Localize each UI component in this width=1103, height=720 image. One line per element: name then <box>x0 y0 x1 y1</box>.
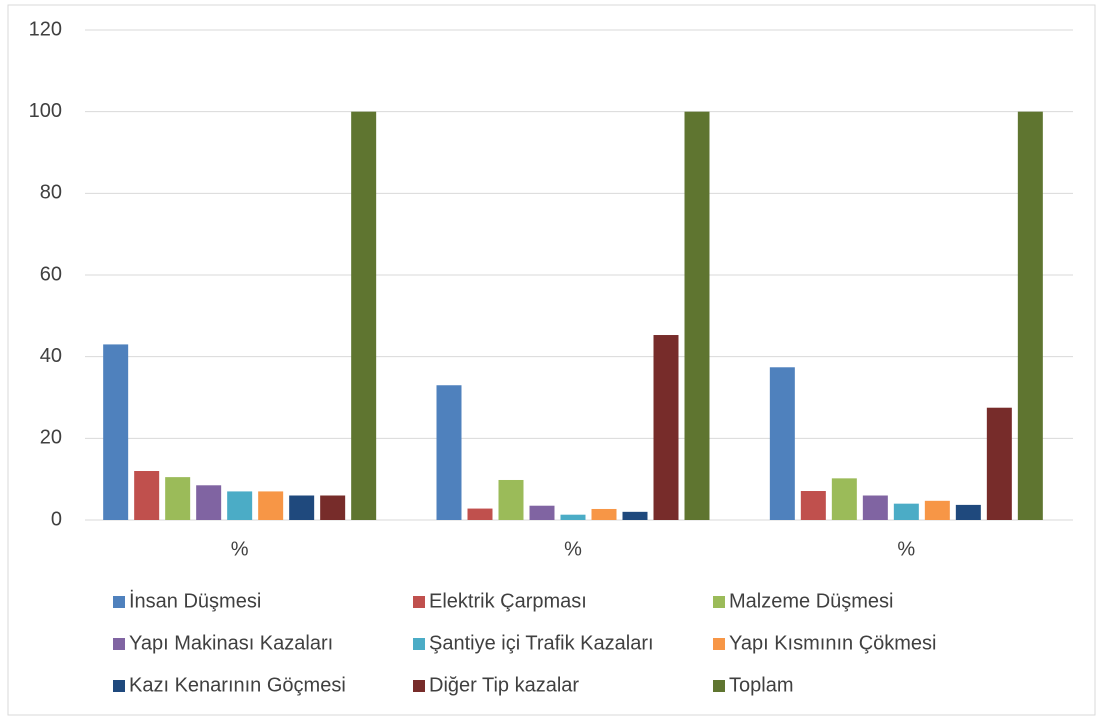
legend-label: Diğer Tip kazalar <box>429 674 579 696</box>
bar <box>320 495 346 520</box>
legend-label: Elektrik Çarpması <box>429 590 587 612</box>
bar <box>986 407 1012 520</box>
bar <box>227 491 253 520</box>
legend-swatch <box>113 680 125 692</box>
x-tick-label: % <box>897 538 915 560</box>
bar <box>196 485 222 520</box>
y-tick-label: 60 <box>40 263 62 285</box>
legend-label: Toplam <box>729 674 793 696</box>
bar <box>684 111 710 521</box>
legend-swatch <box>413 680 425 692</box>
legend-swatch <box>113 596 125 608</box>
bar <box>622 511 648 520</box>
chart-frame <box>7 4 1096 716</box>
y-tick-label: 40 <box>40 345 62 367</box>
bar <box>591 508 617 520</box>
bar <box>862 495 888 520</box>
bar <box>831 478 857 520</box>
bar <box>955 504 981 520</box>
legend-swatch <box>713 638 725 650</box>
bar <box>351 111 377 521</box>
bar <box>924 500 950 520</box>
bar <box>134 471 160 520</box>
bar <box>165 477 191 520</box>
y-tick-label: 80 <box>40 182 62 204</box>
y-tick-label: 120 <box>29 18 62 40</box>
bar <box>1017 111 1043 521</box>
y-tick-label: 0 <box>51 508 62 530</box>
bar <box>769 367 795 520</box>
bar <box>800 491 826 520</box>
legend-label: İnsan Düşmesi <box>129 589 261 612</box>
legend-swatch <box>113 638 125 650</box>
bar <box>103 344 129 520</box>
bar <box>467 508 493 520</box>
bar <box>560 514 586 520</box>
legend-label: Yapı Makinası Kazaları <box>129 632 333 654</box>
bar <box>529 505 555 520</box>
bar <box>436 385 462 520</box>
legend-label: Malzeme Düşmesi <box>729 590 893 612</box>
bar <box>893 503 919 520</box>
bar <box>289 495 315 520</box>
legend-swatch <box>713 596 725 608</box>
legend-swatch <box>413 596 425 608</box>
bar <box>258 491 284 520</box>
bar <box>498 479 524 520</box>
y-tick-label: 100 <box>29 100 62 122</box>
legend-label: Yapı Kısmının Çökmesi <box>729 632 936 654</box>
x-tick-label: % <box>564 538 582 560</box>
y-tick-label: 20 <box>40 427 62 449</box>
legend-swatch <box>413 638 425 650</box>
legend-swatch <box>713 680 725 692</box>
bar <box>653 335 679 520</box>
legend-label: Kazı Kenarının Göçmesi <box>129 674 346 696</box>
x-tick-label: % <box>231 538 249 560</box>
legend-label: Şantiye içi Trafik Kazaları <box>429 632 654 654</box>
